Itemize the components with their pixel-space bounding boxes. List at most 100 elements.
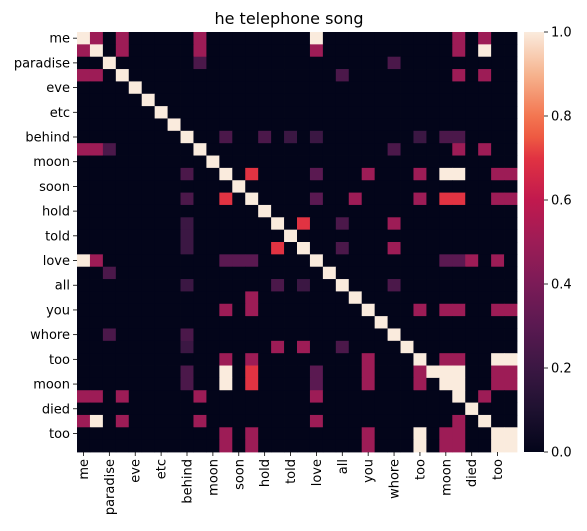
heatmap-cell	[141, 402, 156, 416]
heatmap-cell	[284, 427, 298, 441]
heatmap-cell	[426, 353, 440, 366]
heatmap-cell	[335, 427, 350, 441]
heatmap-cell	[89, 353, 104, 366]
heatmap-cell	[322, 118, 337, 132]
heatmap-cell	[400, 143, 414, 156]
heatmap-cell	[504, 106, 518, 119]
heatmap-cell	[167, 167, 181, 181]
heatmap-cell	[387, 32, 401, 45]
heatmap-cell	[348, 266, 363, 280]
heatmap-cell	[284, 56, 298, 70]
heatmap-cell	[374, 217, 388, 231]
heatmap-cell	[387, 303, 401, 317]
heatmap-cell	[206, 167, 220, 181]
heatmap-cell	[102, 340, 117, 354]
heatmap-cell	[426, 254, 440, 268]
heatmap-cell	[348, 130, 363, 144]
heatmap-cell	[193, 427, 207, 441]
heatmap-cell	[128, 217, 143, 231]
heatmap-cell	[89, 81, 104, 95]
heatmap-cell	[309, 291, 324, 305]
heatmap-cell	[232, 81, 246, 95]
heatmap-cell	[219, 167, 233, 181]
heatmap-cell	[322, 32, 337, 45]
heatmap-cell	[154, 254, 168, 268]
heatmap-cell	[504, 439, 518, 453]
heatmap-cell	[478, 328, 492, 342]
heatmap-cell	[335, 167, 350, 181]
heatmap-cell	[387, 266, 401, 280]
heatmap-cell	[89, 106, 104, 119]
heatmap-cell	[400, 81, 414, 95]
heatmap-cell	[271, 167, 285, 181]
heatmap-cell	[374, 427, 388, 441]
heatmap-cell	[322, 242, 337, 255]
heatmap-cell	[128, 81, 143, 95]
heatmap-cell	[465, 340, 479, 354]
heatmap-cell	[193, 365, 207, 379]
heatmap-cell	[387, 69, 401, 82]
heatmap-cell	[439, 81, 453, 95]
heatmap-cell	[374, 32, 388, 45]
heatmap-cell	[426, 303, 440, 317]
heatmap-cell	[206, 143, 220, 156]
heatmap-cell	[400, 303, 414, 317]
heatmap-cell	[335, 316, 350, 329]
heatmap-cell	[309, 279, 324, 292]
x-tick-label: me	[77, 459, 92, 480]
heatmap-cell	[335, 390, 350, 403]
heatmap-cell	[491, 32, 505, 45]
heatmap-cell	[426, 44, 440, 58]
heatmap-cell	[413, 427, 427, 441]
heatmap-cell	[478, 118, 492, 132]
heatmap-cell	[258, 254, 272, 268]
heatmap-cell	[452, 365, 466, 379]
heatmap-cell	[374, 56, 388, 70]
heatmap-cell	[361, 69, 376, 82]
heatmap-cell	[128, 204, 143, 218]
heatmap-cell	[387, 390, 401, 403]
heatmap-cell	[206, 328, 220, 342]
heatmap-cell	[452, 328, 466, 342]
heatmap-cell	[258, 118, 272, 132]
heatmap-cell	[167, 353, 181, 366]
heatmap-cell	[180, 242, 194, 255]
heatmap-cell	[245, 155, 259, 169]
heatmap-cell	[232, 130, 246, 144]
heatmap-cell	[478, 155, 492, 169]
heatmap-cell	[258, 93, 272, 107]
heatmap-cell	[452, 254, 466, 268]
heatmap-cell	[206, 192, 220, 206]
heatmap-cell	[413, 118, 427, 132]
heatmap-cell	[426, 81, 440, 95]
heatmap-cell	[89, 192, 104, 206]
y-tick-label: soon	[39, 180, 70, 195]
heatmap-cell	[478, 192, 492, 206]
heatmap-cell	[258, 402, 272, 416]
heatmap-cell	[413, 303, 427, 317]
heatmap-cell	[193, 377, 207, 391]
heatmap-cell	[245, 377, 259, 391]
heatmap-cell	[439, 390, 453, 403]
heatmap-cell	[374, 167, 388, 181]
heatmap-cell	[284, 81, 298, 95]
heatmap-cell	[465, 390, 479, 403]
heatmap-cell	[335, 155, 350, 169]
heatmap-cell	[206, 242, 220, 255]
heatmap-cell	[141, 242, 156, 255]
heatmap-cell	[361, 56, 376, 70]
heatmap-cell	[271, 130, 285, 144]
heatmap-cell	[167, 180, 181, 193]
heatmap-cell	[297, 180, 311, 193]
heatmap-cell	[167, 340, 181, 354]
heatmap-cell	[413, 328, 427, 342]
heatmap-cell	[167, 204, 181, 218]
heatmap-cell	[167, 192, 181, 206]
heatmap-cell	[322, 204, 337, 218]
heatmap-cell	[154, 69, 168, 82]
heatmap-cell	[258, 130, 272, 144]
heatmap-cell	[141, 130, 156, 144]
heatmap-cell	[271, 69, 285, 82]
heatmap-cell	[478, 365, 492, 379]
heatmap-cell	[89, 328, 104, 342]
